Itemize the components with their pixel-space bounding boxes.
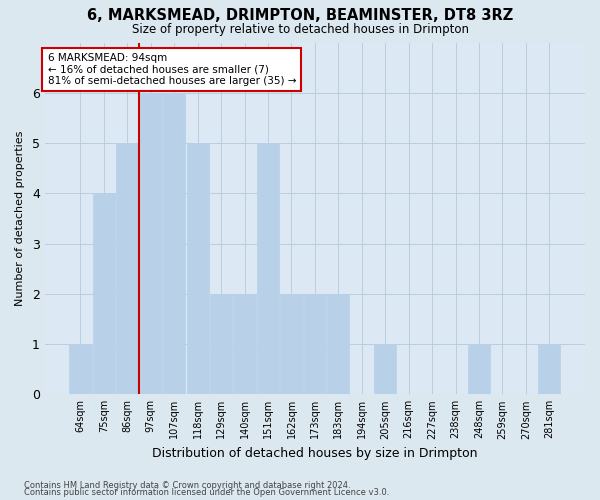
Text: Size of property relative to detached houses in Drimpton: Size of property relative to detached ho… [131,22,469,36]
Text: 6, MARKSMEAD, DRIMPTON, BEAMINSTER, DT8 3RZ: 6, MARKSMEAD, DRIMPTON, BEAMINSTER, DT8 … [87,8,513,22]
Bar [374,344,397,395]
Text: Contains HM Land Registry data © Crown copyright and database right 2024.: Contains HM Land Registry data © Crown c… [24,480,350,490]
Y-axis label: Number of detached properties: Number of detached properties [15,130,25,306]
Bar [163,93,185,394]
Bar [210,294,232,394]
Bar [538,344,560,395]
Bar [70,344,92,395]
X-axis label: Distribution of detached houses by size in Drimpton: Distribution of detached houses by size … [152,447,478,460]
Text: Contains public sector information licensed under the Open Government Licence v3: Contains public sector information licen… [24,488,389,497]
Bar [257,143,279,395]
Bar [140,93,162,394]
Bar [116,143,139,395]
Bar [93,194,115,394]
Text: 6 MARKSMEAD: 94sqm
← 16% of detached houses are smaller (7)
81% of semi-detached: 6 MARKSMEAD: 94sqm ← 16% of detached hou… [47,53,296,86]
Bar [304,294,326,394]
Bar [233,294,256,394]
Bar [187,143,209,395]
Bar [280,294,302,394]
Bar [327,294,349,394]
Bar [468,344,490,395]
